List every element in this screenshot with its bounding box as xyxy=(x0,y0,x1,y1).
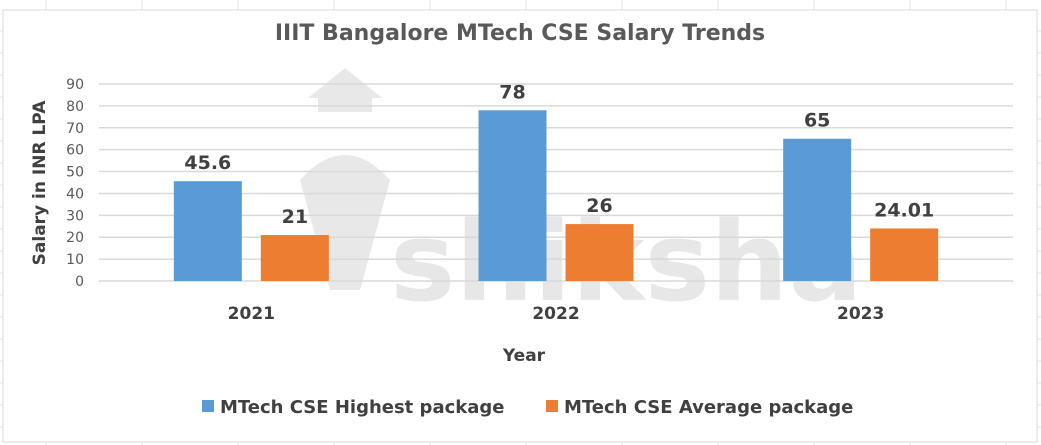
y-tick-label: 30 xyxy=(66,208,84,224)
x-tick-label: 2023 xyxy=(837,304,884,324)
y-tick-label: 70 xyxy=(66,121,84,137)
bar-average-2023 xyxy=(870,228,939,281)
data-label: 26 xyxy=(586,195,612,217)
bar-highest-2021 xyxy=(173,181,242,281)
y-tick-label: 90 xyxy=(66,77,84,93)
y-tick-label: 80 xyxy=(66,99,84,115)
y-tick-label: 40 xyxy=(66,186,84,202)
y-tick-label: 10 xyxy=(66,252,84,268)
legend-item: MTech CSE Average package xyxy=(546,397,853,418)
x-axis-label: Year xyxy=(502,346,546,366)
y-tick-label: 60 xyxy=(66,143,84,159)
legend-label: MTech CSE Highest package xyxy=(220,397,504,418)
x-tick-label: 2022 xyxy=(532,304,579,324)
data-label: 45.6 xyxy=(184,152,231,174)
bar-highest-2023 xyxy=(783,138,852,281)
x-tick-label: 2021 xyxy=(228,304,275,324)
chart-title: IIIT Bangalore MTech CSE Salary Trends xyxy=(275,21,765,46)
bar-highest-2022 xyxy=(478,110,547,282)
bar-average-2021 xyxy=(260,235,329,281)
data-label: 24.01 xyxy=(874,199,934,221)
bar-average-2022 xyxy=(565,224,634,281)
legend-label: MTech CSE Average package xyxy=(564,397,853,418)
data-label: 21 xyxy=(282,206,308,228)
y-tick-label: 20 xyxy=(66,230,84,246)
y-tick-label: 50 xyxy=(66,165,84,181)
y-axis-label: Salary in INR LPA xyxy=(30,100,50,266)
legend-swatch xyxy=(546,400,558,412)
legend-item: MTech CSE Highest package xyxy=(202,397,504,418)
data-label: 78 xyxy=(499,81,525,103)
data-label: 65 xyxy=(804,110,830,132)
y-tick-label: 0 xyxy=(75,274,84,290)
legend-swatch xyxy=(202,400,214,412)
